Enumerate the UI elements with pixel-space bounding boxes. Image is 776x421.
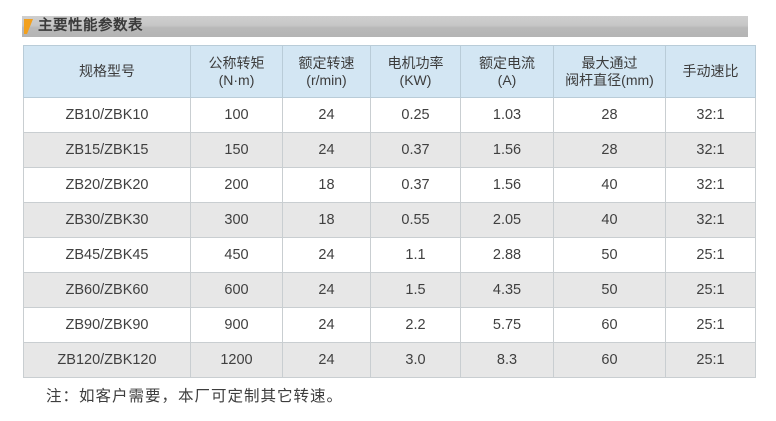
cell-model: ZB20/ZBK20 [23, 167, 191, 203]
column-header-stem-diameter-line1: 最大通过 [581, 54, 638, 71]
cell-model: ZB10/ZBK10 [23, 97, 191, 133]
cell-power: 1.1 [370, 237, 461, 273]
cell-manual-ratio: 32:1 [665, 132, 756, 168]
column-header-torque-line1: 公称转矩 [208, 54, 265, 71]
cell-speed: 24 [282, 307, 371, 343]
cell-torque: 1200 [190, 342, 283, 378]
cell-stem-diameter: 28 [553, 97, 666, 133]
cell-current: 2.05 [460, 202, 554, 238]
cell-speed: 24 [282, 237, 371, 273]
column-header-power-line1: 电机功率 [387, 54, 444, 71]
cell-model: ZB60/ZBK60 [23, 272, 191, 308]
cell-power: 0.37 [370, 132, 461, 168]
cell-torque: 300 [190, 202, 283, 238]
cell-stem-diameter: 40 [553, 167, 666, 203]
cell-stem-diameter: 40 [553, 202, 666, 238]
cell-power: 3.0 [370, 342, 461, 378]
footnote-text: 注：如客户需要，本厂可定制其它转速。 [46, 388, 344, 405]
column-header-power-line2: (KW) [399, 71, 432, 88]
section-header-bar: 主要性能参数表 [22, 16, 748, 37]
column-header-stem-diameter: 最大通过 阀杆直径(mm) [553, 45, 666, 98]
cell-power: 2.2 [370, 307, 461, 343]
cell-stem-diameter: 50 [553, 237, 666, 273]
cell-stem-diameter: 60 [553, 342, 666, 378]
spec-table: 规格型号 公称转矩 (N·m) 额定转速 (r/min) 电机功率 (KW) 额… [23, 45, 756, 378]
column-header-current: 额定电流 (A) [460, 45, 554, 98]
cell-current: 1.56 [460, 132, 554, 168]
cell-current: 1.56 [460, 167, 554, 203]
cell-model: ZB30/ZBK30 [23, 202, 191, 238]
column-header-speed-line1: 额定转速 [298, 54, 355, 71]
cell-stem-diameter: 28 [553, 132, 666, 168]
cell-manual-ratio: 32:1 [665, 167, 756, 203]
cell-power: 0.55 [370, 202, 461, 238]
cell-torque: 600 [190, 272, 283, 308]
page-title: 主要性能参数表 [38, 18, 143, 34]
cell-speed: 24 [282, 132, 371, 168]
column-header-model: 规格型号 [23, 45, 191, 98]
column-header-torque-line2: (N·m) [218, 71, 255, 88]
cell-model: ZB90/ZBK90 [23, 307, 191, 343]
column-header-manual-ratio: 手动速比 [665, 45, 756, 98]
table-row: ZB20/ZBK20 200 18 0.37 1.56 40 32:1 [23, 167, 756, 203]
table-row: ZB60/ZBK60 600 24 1.5 4.35 50 25:1 [23, 272, 756, 308]
cell-current: 8.3 [460, 342, 554, 378]
spec-table-container: 规格型号 公称转矩 (N·m) 额定转速 (r/min) 电机功率 (KW) 额… [23, 45, 756, 378]
column-header-speed-line2: (r/min) [306, 71, 347, 88]
cell-current: 4.35 [460, 272, 554, 308]
table-row: ZB15/ZBK15 150 24 0.37 1.56 28 32:1 [23, 132, 756, 168]
cell-manual-ratio: 25:1 [665, 307, 756, 343]
cell-power: 0.37 [370, 167, 461, 203]
cell-torque: 900 [190, 307, 283, 343]
cell-speed: 24 [282, 97, 371, 133]
table-row: ZB90/ZBK90 900 24 2.2 5.75 60 25:1 [23, 307, 756, 343]
column-header-manual-ratio-line1: 手动速比 [682, 63, 739, 79]
cell-manual-ratio: 25:1 [665, 342, 756, 378]
column-header-power: 电机功率 (KW) [370, 45, 461, 98]
cell-power: 0.25 [370, 97, 461, 133]
column-header-model-line1: 规格型号 [79, 63, 135, 79]
cell-current: 5.75 [460, 307, 554, 343]
column-header-speed: 额定转速 (r/min) [282, 45, 371, 98]
table-row: ZB10/ZBK10 100 24 0.25 1.03 28 32:1 [23, 97, 756, 133]
cell-stem-diameter: 60 [553, 307, 666, 343]
cell-torque: 150 [190, 132, 283, 168]
table-row: ZB45/ZBK45 450 24 1.1 2.88 50 25:1 [23, 237, 756, 273]
spec-table-body: ZB10/ZBK10 100 24 0.25 1.03 28 32:1 ZB15… [23, 97, 756, 378]
cell-manual-ratio: 32:1 [665, 97, 756, 133]
cell-torque: 200 [190, 167, 283, 203]
cell-current: 1.03 [460, 97, 554, 133]
cell-speed: 24 [282, 272, 371, 308]
cell-manual-ratio: 32:1 [665, 202, 756, 238]
cell-torque: 450 [190, 237, 283, 273]
column-header-current-line1: 额定电流 [479, 54, 535, 71]
cell-manual-ratio: 25:1 [665, 272, 756, 308]
column-header-torque: 公称转矩 (N·m) [190, 45, 283, 98]
cell-stem-diameter: 50 [553, 272, 666, 308]
table-row: ZB120/ZBK120 1200 24 3.0 8.3 60 25:1 [23, 342, 756, 378]
cell-speed: 18 [282, 202, 371, 238]
column-header-stem-diameter-line2: 阀杆直径(mm) [565, 71, 654, 88]
cell-model: ZB120/ZBK120 [23, 342, 191, 378]
cell-speed: 18 [282, 167, 371, 203]
cell-manual-ratio: 25:1 [665, 237, 756, 273]
cell-speed: 24 [282, 342, 371, 378]
triangle-marker-icon [22, 16, 35, 37]
cell-model: ZB15/ZBK15 [23, 132, 191, 168]
cell-power: 1.5 [370, 272, 461, 308]
cell-model: ZB45/ZBK45 [23, 237, 191, 273]
cell-torque: 100 [190, 97, 283, 133]
table-row: ZB30/ZBK30 300 18 0.55 2.05 40 32:1 [23, 202, 756, 238]
column-header-current-line2: (A) [497, 71, 517, 88]
table-header-row: 规格型号 公称转矩 (N·m) 额定转速 (r/min) 电机功率 (KW) 额… [23, 45, 756, 98]
cell-current: 2.88 [460, 237, 554, 273]
